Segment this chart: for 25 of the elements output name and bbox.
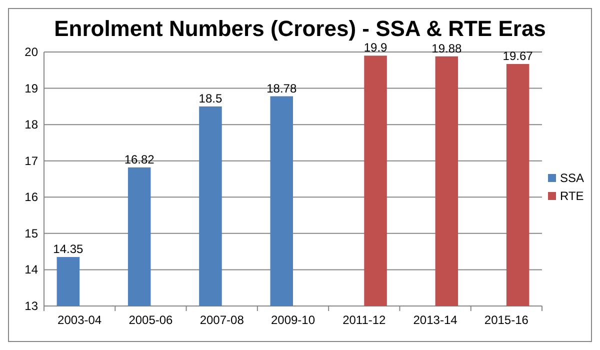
data-label: 16.82 [124,152,155,166]
data-label: 19.88 [432,41,462,56]
x-tick-label: 2009-10 [270,313,316,327]
data-label: 14.35 [53,242,84,256]
legend-label: SSA [560,171,584,185]
x-tick-label: 2011-12 [342,313,386,327]
y-tick-label: 19 [24,81,38,96]
x-tick-label: 2015-16 [484,313,529,327]
data-label: 19.67 [502,48,534,63]
chart-title: Enrolment Numbers (Crores) - SSA & RTE Eras [54,16,546,41]
y-tick-label: 20 [24,45,38,59]
y-tick-label: 14 [24,262,38,277]
x-tick-label: 2007-08 [200,313,244,327]
y-tick-label: 16 [24,190,38,204]
data-label: 18.5 [198,91,222,106]
y-tick-label: 17 [24,154,38,168]
x-tick-label: 2003-04 [58,313,102,327]
data-label: 18.78 [266,81,297,96]
y-tick-label: 18 [24,118,38,132]
legend-label: RTE [560,189,584,203]
x-tick-label: 2005-06 [128,313,174,327]
x-tick-label: 2013-14 [413,313,458,327]
y-tick-label: 13 [24,299,38,313]
data-label: 19.9 [364,40,388,55]
y-tick-label: 15 [24,226,38,240]
